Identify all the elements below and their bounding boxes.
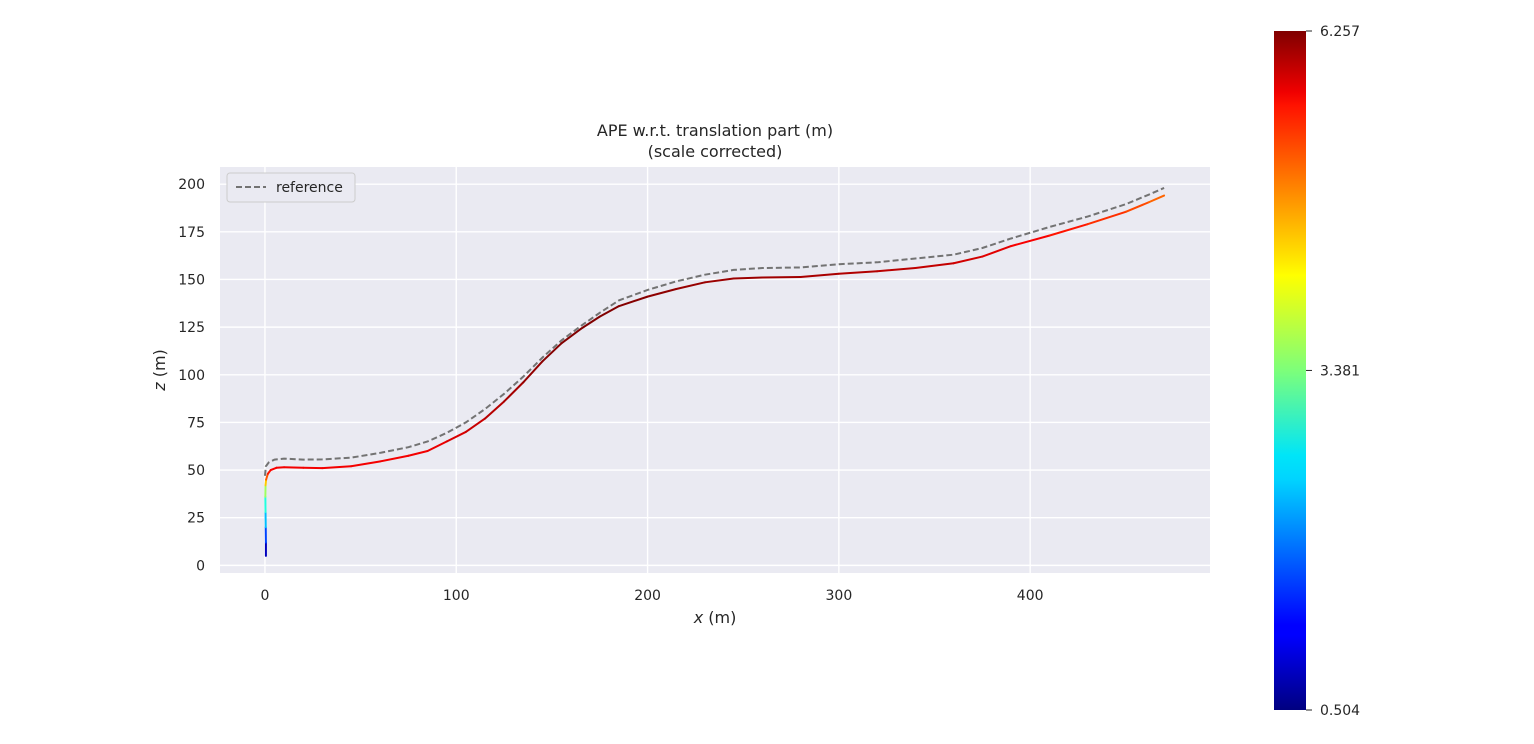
- estimate-segment: [426, 440, 448, 453]
- x-axis-label-var: x: [693, 608, 704, 627]
- estimate-segment: [598, 305, 620, 318]
- estimate-segment: [1147, 194, 1166, 204]
- estimate-segment: [876, 267, 917, 273]
- y-tick-label: 0: [196, 558, 205, 574]
- estimate-segment: [675, 281, 706, 290]
- legend-reference-label: reference: [276, 180, 343, 196]
- estimate-segment: [275, 466, 286, 469]
- legend: reference: [226, 172, 356, 203]
- estimate-segment: [799, 272, 840, 278]
- y-tick-label: 100: [178, 368, 205, 384]
- chart-subtitle: (scale corrected): [648, 142, 783, 161]
- estimate-segment: [522, 360, 544, 384]
- estimate-segment: [732, 276, 764, 280]
- estimate-segment: [283, 466, 305, 469]
- colorbar-tick-label: 0.504: [1320, 703, 1360, 719]
- estimate-segment: [1048, 223, 1089, 237]
- estimate-segment: [269, 466, 278, 472]
- estimate-segment: [617, 295, 649, 308]
- y-tick-label: 25: [187, 511, 205, 527]
- y-tick-label: 50: [187, 463, 205, 479]
- estimate-segment: [464, 417, 486, 433]
- colorbar-tick-label: 6.257: [1320, 24, 1360, 40]
- estimate-segment: [378, 454, 410, 463]
- series-layer: [263, 187, 1166, 557]
- x-tick-label: 200: [634, 588, 661, 604]
- estimate-segment: [837, 270, 879, 275]
- y-axis-label: z (m): [150, 349, 169, 392]
- estimate-segment: [560, 328, 582, 345]
- tick-labels: 0 100 200 300 400 0 25 50 75 100 125 150 175 200: [178, 177, 1043, 604]
- estimate-segment: [445, 430, 467, 443]
- estimate-segment: [981, 245, 1013, 258]
- estimate-segment: [703, 277, 735, 284]
- estimate-series-line: [264, 194, 1166, 557]
- y-tick-label: 125: [178, 320, 205, 336]
- colorbar-ticks: 6.257 3.381 0.504: [1306, 24, 1360, 719]
- estimate-segment: [761, 275, 802, 279]
- y-axis-label-var: z: [150, 382, 169, 392]
- estimate-segment: [952, 255, 984, 265]
- estimate-segment: [1010, 234, 1051, 248]
- estimate-segment: [483, 400, 506, 420]
- y-tick-label: 200: [178, 177, 205, 193]
- estimate-segment: [503, 381, 525, 403]
- colorbar-gradient: [1274, 31, 1306, 710]
- estimate-segment: [350, 460, 381, 468]
- x-tick-label: 0: [260, 588, 269, 604]
- estimate-segment: [541, 342, 563, 363]
- y-tick-label: 75: [187, 415, 205, 431]
- grid-lines: [220, 167, 1210, 573]
- estimate-segment: [407, 450, 429, 457]
- legend-box: [226, 172, 356, 203]
- x-tick-label: 400: [1017, 588, 1044, 604]
- colorbar-tick-label: 3.381: [1320, 363, 1360, 379]
- colorbar: 6.257 3.381 0.504: [1274, 24, 1360, 719]
- estimate-segment: [321, 465, 353, 470]
- estimate-segment: [579, 315, 601, 331]
- x-axis-label-unit: (m): [703, 608, 736, 627]
- estimate-segment: [1124, 201, 1150, 213]
- estimate-segment: [646, 287, 678, 298]
- estimate-segment: [914, 262, 955, 270]
- x-axis-label: x (m): [693, 608, 737, 627]
- y-tick-label: 150: [178, 272, 205, 288]
- y-axis-label-unit: (m): [150, 349, 169, 382]
- plot-background: [220, 167, 1210, 573]
- chart-title: APE w.r.t. translation part (m): [597, 121, 833, 140]
- estimate-segment: [1086, 210, 1127, 226]
- x-tick-label: 100: [443, 588, 470, 604]
- y-tick-label: 175: [178, 225, 205, 241]
- x-tick-label: 300: [826, 588, 853, 604]
- reference-series-line: [263, 187, 1165, 476]
